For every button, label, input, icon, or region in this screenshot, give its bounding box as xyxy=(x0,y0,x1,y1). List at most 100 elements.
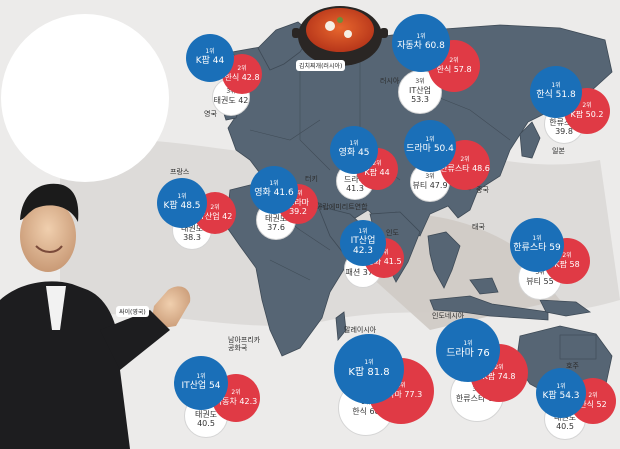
singer-photo xyxy=(0,183,191,449)
rank1-item: 영화 41.6 xyxy=(254,188,294,199)
rank-label: 2위 xyxy=(449,56,459,64)
rank3-item: 한류스타 39.8 xyxy=(549,118,579,137)
france-rank1-bubble: 1위 K팝 48.5 xyxy=(157,178,207,228)
australia-rank1-bubble: 1위 K팝 54.3 xyxy=(536,368,586,418)
rank-label: 2위 xyxy=(562,251,572,259)
rank1-item: 영화 45 xyxy=(338,148,370,159)
rank3-item: 태권도 38.3 xyxy=(180,224,204,243)
rank-label: 2위 xyxy=(396,381,406,389)
rank-label: 2위 xyxy=(372,159,382,167)
country-label-indonesia: 인도네시아 xyxy=(432,312,465,320)
rank3-item: 한식 68 xyxy=(352,406,380,416)
country-label-malaysia: 말레이시아 xyxy=(344,326,377,334)
rank1-item: K팝 44 xyxy=(195,56,225,67)
rank-label: 3위 xyxy=(226,87,236,95)
rank1-item: 자동차 60.8 xyxy=(397,41,445,52)
rank1-item: K팝 81.8 xyxy=(348,366,390,378)
rank2-item: IT산업 42 xyxy=(197,211,233,221)
rank2-item: 드라마 77.3 xyxy=(379,389,423,399)
rank2-item: K팝 74.8 xyxy=(482,371,516,381)
indonesia-rank1-bubble: 1위 드라마 76 xyxy=(436,318,500,382)
rank-label: 1위 xyxy=(463,339,473,347)
rank-label: 2위 xyxy=(231,388,241,396)
rank2-item: 한식 42.8 xyxy=(224,72,260,82)
rank2-item: K팝 58 xyxy=(554,259,580,269)
country-label-australia: 호주 xyxy=(566,362,579,370)
country-label-turkey: 터키 xyxy=(305,175,318,183)
rank-label: 3위 xyxy=(425,172,435,180)
rank1-item: IT산업 54 xyxy=(181,381,221,392)
country-label-uae: 아랍에미리트연합 xyxy=(316,203,368,211)
rank-label: 2위 xyxy=(237,64,247,72)
india-rank1-bubble: 1위 IT산업 42.3 xyxy=(340,220,386,266)
thailand-rank1-bubble: 1위 한류스타 59 xyxy=(510,218,564,272)
rank1-item: 한류스타 59 xyxy=(513,243,561,254)
rank1-item: 드라마 50.4 xyxy=(406,144,454,155)
rank-label: 2위 xyxy=(379,248,389,256)
rank3-item: 태권도 42 xyxy=(213,95,249,105)
rank3-item: 태권도 40.5 xyxy=(194,410,218,429)
japan-rank1-bubble: 1위 한식 51.8 xyxy=(530,66,582,118)
rank3-item: 태권도 40.5 xyxy=(553,413,577,432)
rank-label: 2위 xyxy=(588,391,598,399)
rank-label: 1위 xyxy=(177,193,187,201)
uk-rank1-bubble: 1위 K팝 44 xyxy=(186,34,234,82)
rank3-item: 태권도 37.6 xyxy=(264,214,288,233)
rank-label: 1위 xyxy=(556,383,566,391)
rank-label: 2위 xyxy=(494,363,504,371)
rank-label: 1위 xyxy=(425,136,435,144)
south-africa-rank1-bubble: 1위 IT산업 54 xyxy=(174,356,228,410)
country-label-south-africa: 남아프리카 공화국 xyxy=(228,336,261,353)
rank-label: 2위 xyxy=(582,101,592,109)
rank1-item: 드라마 76 xyxy=(446,347,490,359)
rank2-item: K팝 44 xyxy=(364,167,390,177)
country-label-russia: 러시아 xyxy=(380,77,400,85)
rank2-item: 드라마 39.2 xyxy=(286,198,310,217)
turkey-rank1-bubble: 1위 영화 41.6 xyxy=(250,166,298,214)
country-label-japan: 일본 xyxy=(552,147,565,155)
rank2-item: 자동차 42.3 xyxy=(214,396,258,406)
rank-label: 1위 xyxy=(349,140,359,148)
rank3-item: 뷰티 55 xyxy=(526,276,554,286)
rank3-item: 패션 37.8 xyxy=(345,267,381,277)
rank-label: 1위 xyxy=(364,358,374,366)
rank-label: 3위 xyxy=(415,78,425,86)
rank1-item: K팝 54.3 xyxy=(542,391,580,402)
rank2-item: 영화 41.5 xyxy=(366,256,402,266)
rank2-item: K팝 50.2 xyxy=(570,109,604,119)
rank-label: 1위 xyxy=(358,228,368,236)
rank-label: 1위 xyxy=(532,235,542,243)
rank-label: 1위 xyxy=(269,180,279,188)
rank-label: 2위 xyxy=(293,190,303,198)
rank-label: 3위 xyxy=(535,268,545,276)
singer-caption: 싸이(영국) xyxy=(116,306,149,317)
rank-label: 1위 xyxy=(205,48,215,56)
rank-label: 1위 xyxy=(416,33,426,41)
country-label-france: 프랑스 xyxy=(170,168,190,176)
blank-circle xyxy=(1,14,169,182)
rank1-item: IT산업 42.3 xyxy=(350,236,376,257)
rank3-item: 드라마 41.3 xyxy=(343,175,367,194)
country-label-india: 인도 xyxy=(386,229,399,237)
rank1-item: K팝 48.5 xyxy=(163,201,201,212)
rank-label: 2위 xyxy=(460,155,470,163)
country-label-thailand: 태국 xyxy=(472,223,485,231)
uae-rank1-bubble: 1위 영화 45 xyxy=(330,126,378,174)
country-label-china: 중국 xyxy=(476,186,489,194)
kimchi-stew-photo xyxy=(292,6,388,66)
rank2-item: 한류스타 48.6 xyxy=(440,163,490,173)
stew-caption: 김치찌개(러시아) xyxy=(296,60,346,71)
country-label-uk: 영국 xyxy=(204,110,217,118)
rank2-item: 한식 52 xyxy=(579,399,607,409)
rank3-item: 한류스타 62 xyxy=(455,393,499,403)
malaysia-rank1-bubble: 1위 K팝 81.8 xyxy=(334,334,404,404)
rank2-item: 한식 57.8 xyxy=(436,64,472,74)
rank-label: 1위 xyxy=(196,373,206,381)
rank-label: 2위 xyxy=(210,203,220,211)
china-rank1-bubble: 1위 드라마 50.4 xyxy=(404,120,456,172)
rank3-item: IT산업 53.3 xyxy=(409,86,431,105)
inset-map xyxy=(559,334,597,360)
rank1-item: 한식 51.8 xyxy=(536,90,576,101)
russia-rank1-bubble: 1위 자동차 60.8 xyxy=(392,14,450,72)
